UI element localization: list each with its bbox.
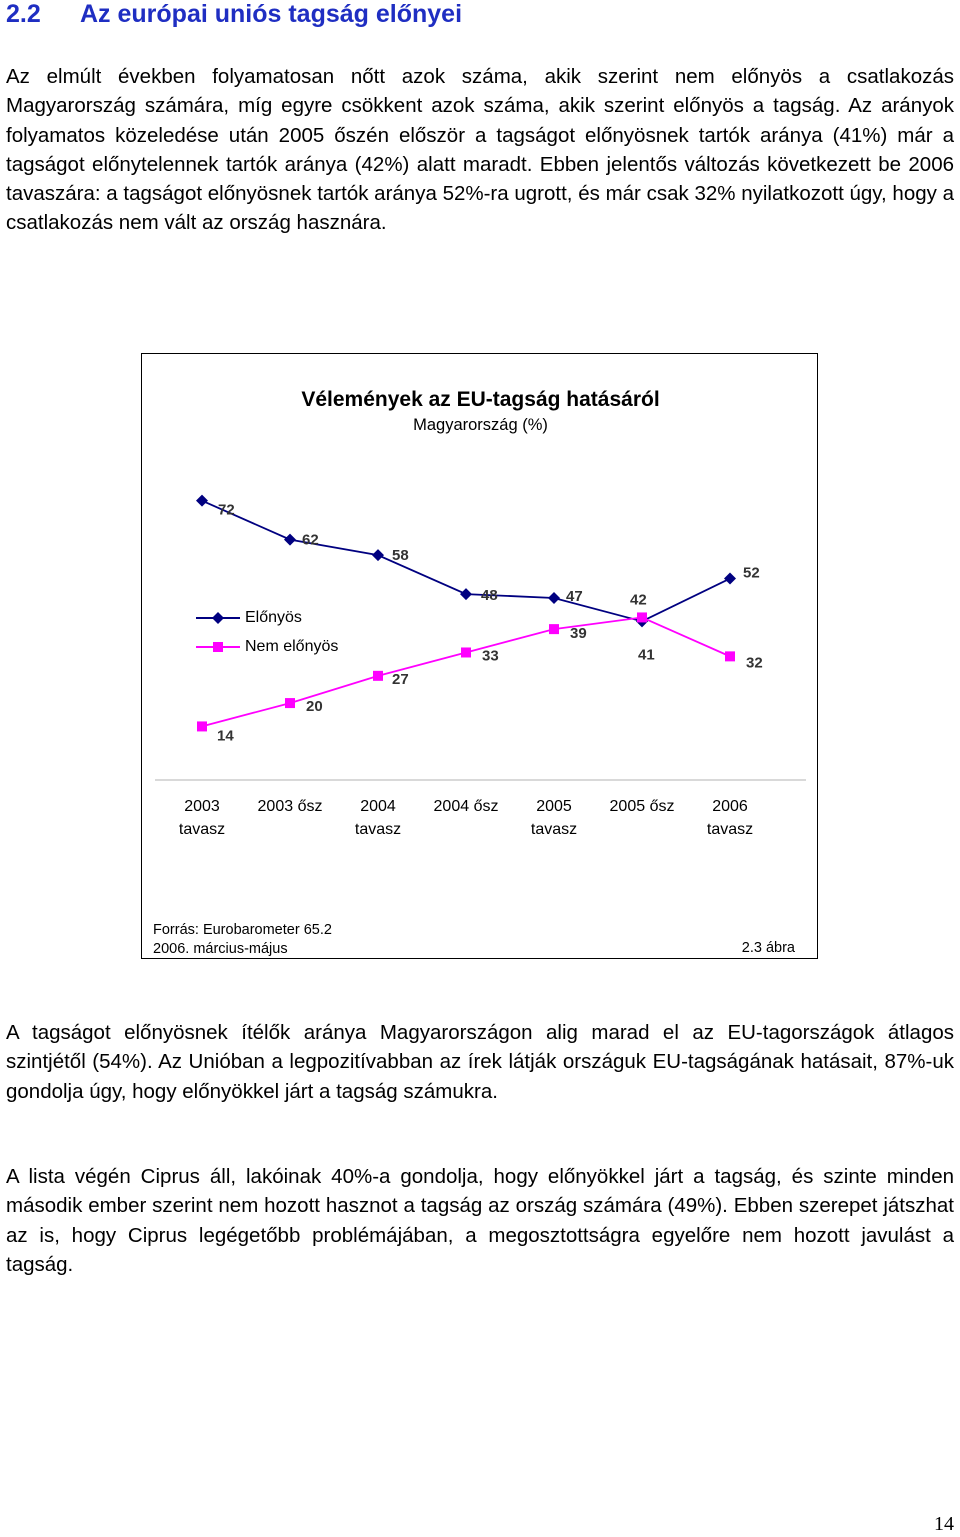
intro-paragraph: Az elmúlt években folyamatosan nőtt azok… [6, 65, 954, 235]
data-point-marker [548, 591, 560, 604]
data-point-marker [196, 494, 208, 507]
body-paragraph-eu-average: A tagságot előnyösnek ítélők aránya Magy… [6, 1021, 954, 1103]
section-number: 2.2 [6, 0, 41, 28]
data-label: 41 [638, 646, 655, 663]
x-tick-label: 2004 ősz [433, 798, 499, 815]
data-label: 58 [392, 547, 409, 564]
x-tick-label: 2005 tavasz [530, 798, 578, 838]
data-label: 14 [217, 727, 234, 744]
figure-box: 72 62 58 48 47 41 52 14 20 27 33 39 42 32 Vélemények … [141, 353, 818, 959]
legend-diamond-marker-icon [196, 611, 240, 624]
data-label: 33 [482, 647, 499, 664]
data-point-marker [372, 549, 384, 562]
data-label: 32 [746, 654, 763, 671]
source-line-1: Forrás: Eurobarometer 65.2 [153, 922, 332, 938]
data-label: 47 [566, 588, 583, 605]
legend-label-nem-elonyos: Nem előnyös [245, 638, 339, 655]
section-heading: 2.2 Az európai uniós tagság előnyei [6, 0, 462, 29]
x-tick-label: 2006 tavasz [706, 798, 754, 838]
data-point-marker [285, 698, 295, 709]
line-chart: 72 62 58 48 47 41 52 14 20 27 33 39 42 32 [155, 494, 806, 781]
data-label: 42 [630, 591, 647, 608]
body-paragraph-cyprus: A lista végén Ciprus áll, lakóinak 40%-a… [6, 1165, 954, 1276]
chart-legend: Előnyös Nem előnyös [194, 603, 338, 661]
legend-label-elonyos: Előnyös [245, 609, 302, 626]
data-point-marker [725, 651, 735, 662]
data-point-marker [637, 612, 647, 623]
section-title: Az európai uniós tagság előnyei [80, 0, 463, 28]
x-tick-label: 2005 ősz [609, 798, 675, 815]
data-label: 48 [481, 587, 498, 604]
data-label: 72 [218, 502, 235, 519]
chart-subtitle: Magyarország (%) [413, 416, 548, 434]
source-line-2: 2006. március-május [153, 941, 288, 957]
legend-item-elonyos: Előnyös [194, 603, 338, 632]
chart-title: Vélemények az EU-tagság hatásáról [301, 388, 660, 411]
page-number: 14 [934, 1513, 954, 1535]
data-point-marker [461, 647, 471, 658]
x-tick-label: 2003 ősz [257, 798, 323, 815]
data-point-marker [284, 533, 296, 546]
data-point-marker [460, 588, 472, 601]
data-point-marker [373, 670, 383, 681]
legend-square-marker-icon [196, 641, 240, 652]
data-point-marker [197, 721, 207, 732]
legend-item-nem-elonyos: Nem előnyös [194, 632, 338, 661]
data-label: 27 [392, 671, 409, 688]
figure-label: 2.3 ábra [741, 940, 795, 956]
data-label: 62 [302, 532, 319, 549]
data-label: 20 [306, 698, 323, 715]
figure-source: Forrás: Eurobarometer 65.2 2006. március… [153, 921, 332, 959]
data-label: 39 [570, 625, 587, 642]
data-point-marker [549, 624, 559, 635]
data-label: 52 [743, 565, 760, 582]
data-point-marker [724, 572, 736, 585]
x-tick-label: 2003 tavasz [178, 798, 226, 838]
x-tick-label: 2004 tavasz [354, 798, 402, 838]
